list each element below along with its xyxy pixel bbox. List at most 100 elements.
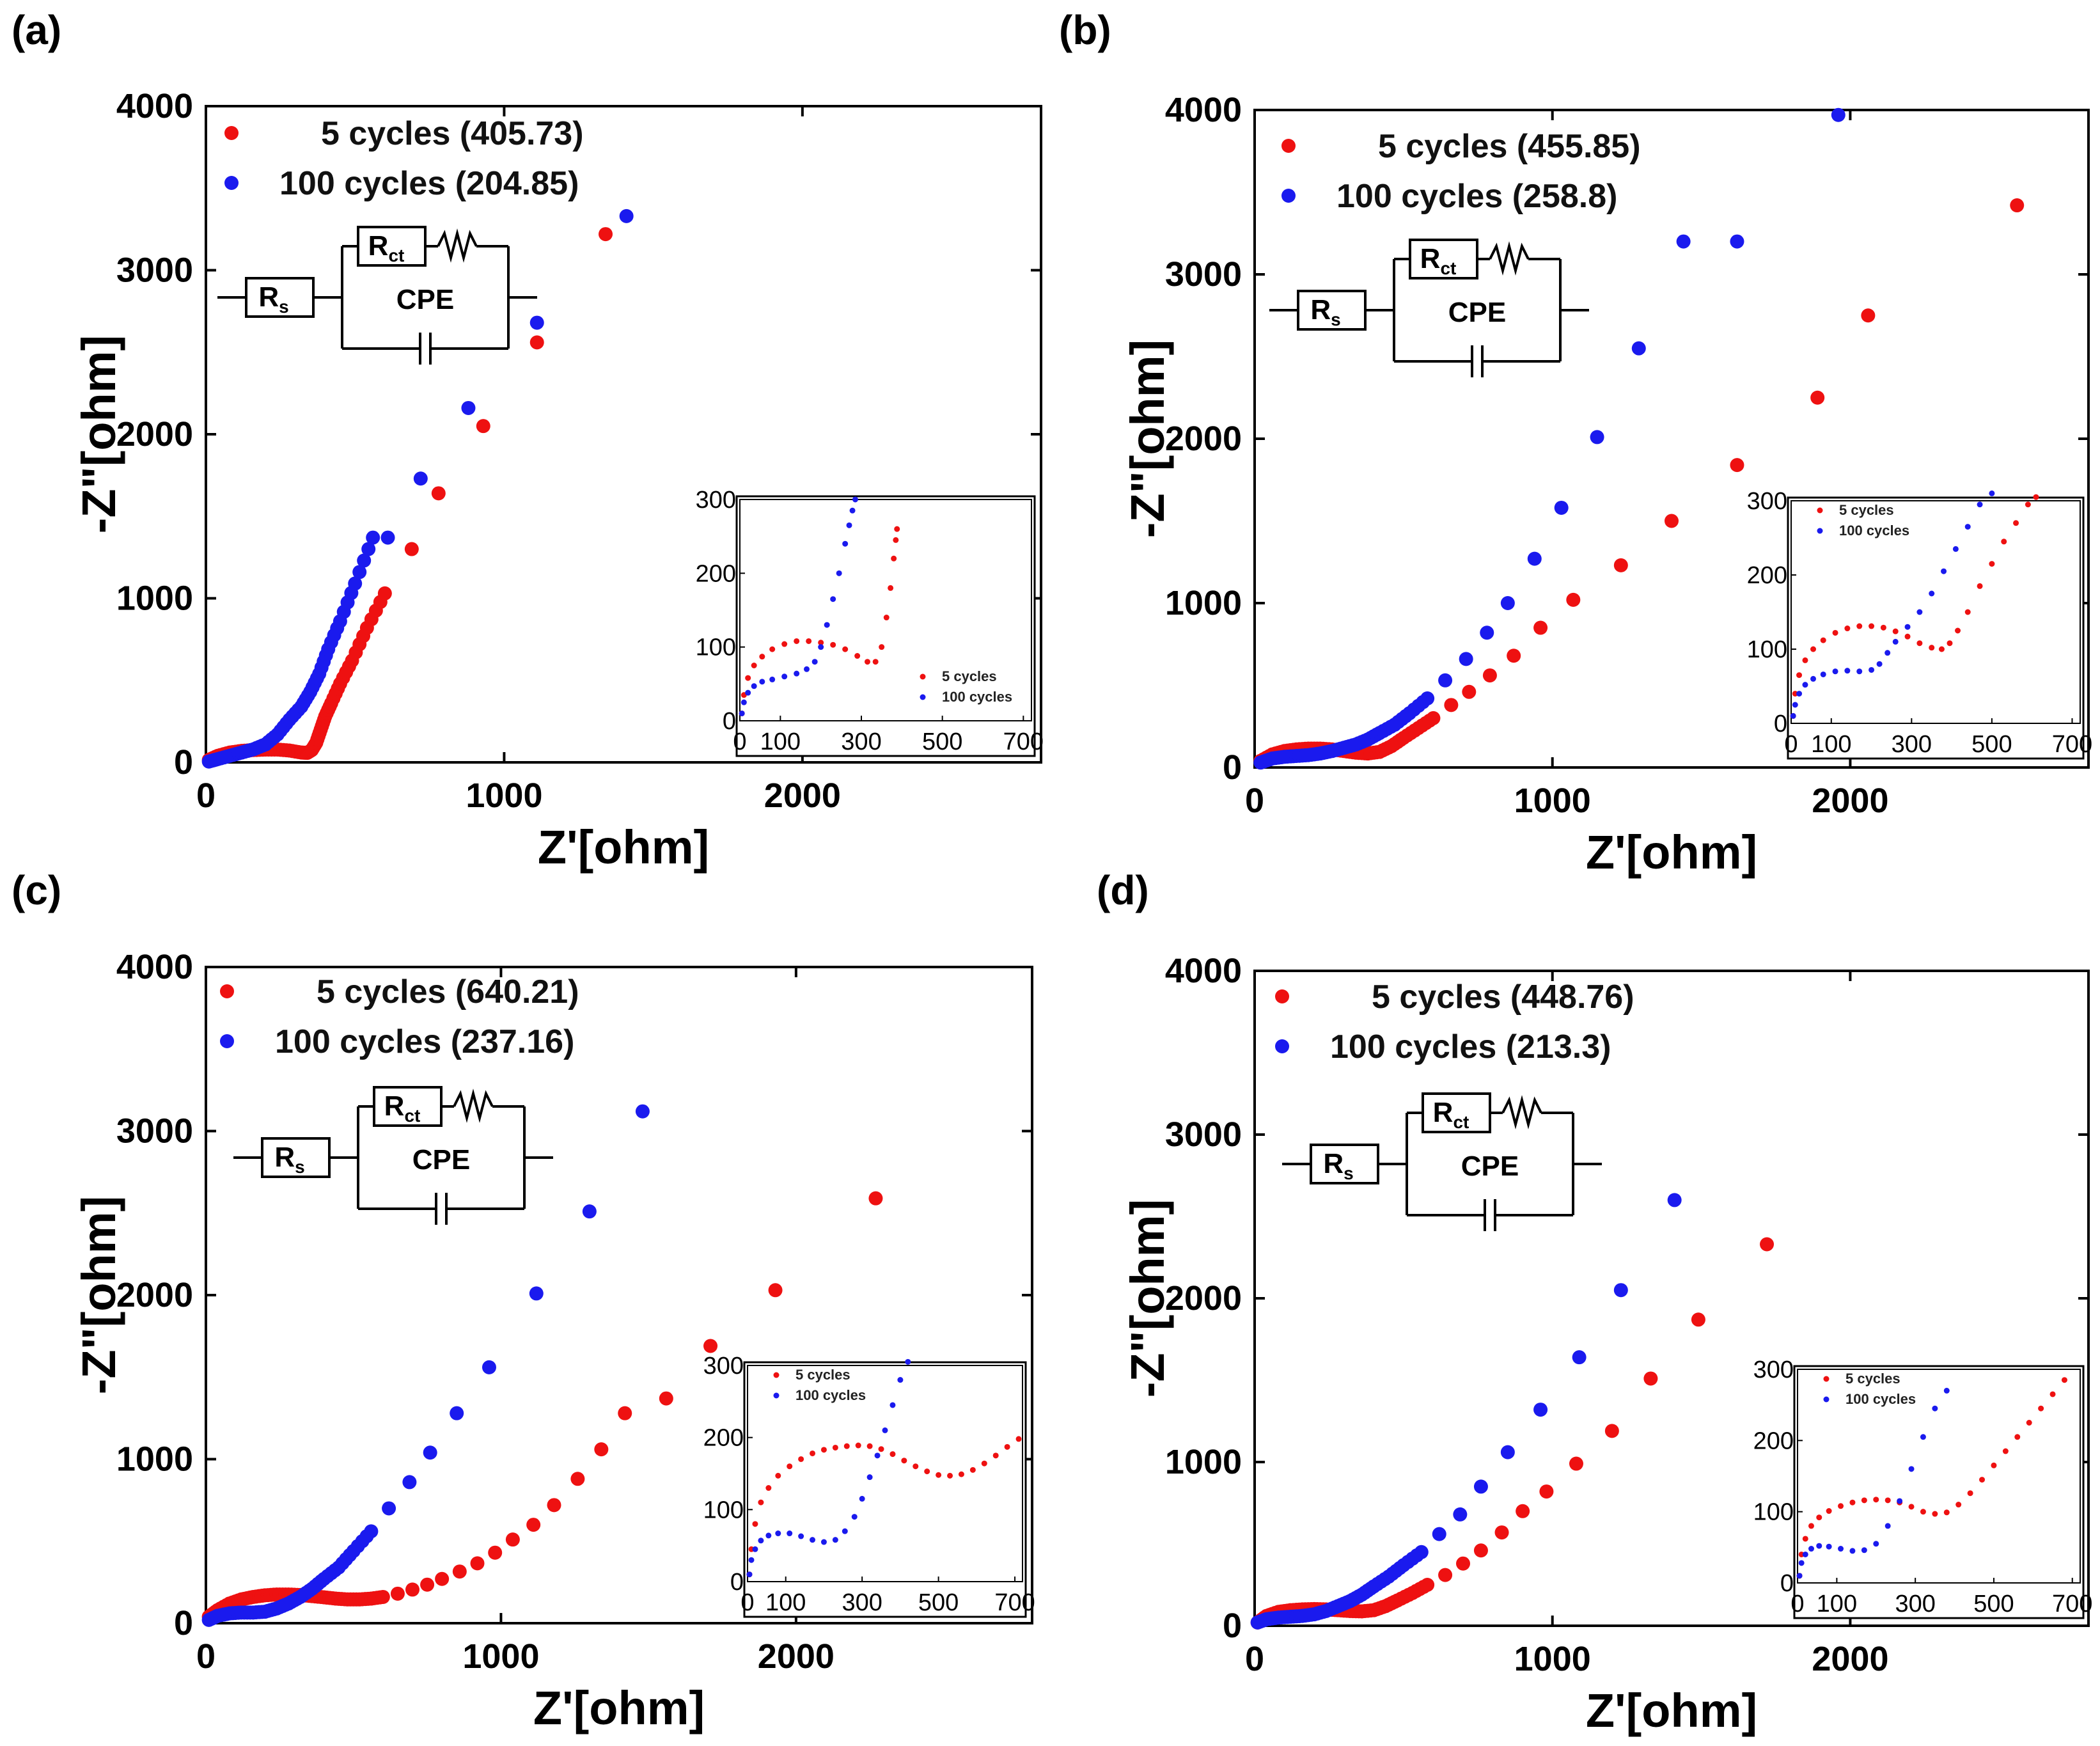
y-tick-label: 3000 [1165, 255, 1242, 294]
cpe-label: CPE [1448, 297, 1506, 328]
inset-data-point [1964, 609, 1971, 615]
series-blue [201, 208, 634, 769]
y-tick-label: 0 [174, 743, 193, 782]
x-tick-label: 2000 [1812, 782, 1888, 820]
inset-data-point [842, 646, 849, 652]
inset-data-point [1873, 1497, 1879, 1503]
inset-legend-marker [1817, 528, 1823, 534]
inset-data-point [806, 638, 812, 644]
inset-data-point [746, 1571, 753, 1578]
inset-legend-entry: 5 cycles [795, 1367, 850, 1383]
data-point [1665, 514, 1679, 528]
inset-data-point [852, 496, 858, 503]
inset-data-point [810, 1450, 816, 1456]
inset-x-tick-label: 100 [1817, 1591, 1857, 1617]
inset-legend-marker [920, 694, 926, 700]
data-point [1500, 1445, 1515, 1459]
y-tick-label: 4000 [116, 948, 193, 986]
data-point [1676, 234, 1691, 249]
inset-data-point [2002, 1448, 2009, 1454]
data-point [529, 315, 544, 330]
inset-data-point [1967, 1490, 1973, 1497]
inset-data-point [1802, 1536, 1808, 1542]
inset-data-point [1885, 650, 1891, 656]
inset-legend-entry: 100 cycles [1839, 523, 1909, 539]
inset-data-point [1820, 637, 1826, 643]
inset-data-point [1989, 561, 1995, 567]
inset-data-point [759, 679, 765, 685]
inset-data-point [1816, 1543, 1822, 1549]
chart-panel-2: 0 1000 200001000200030004000Z'[ohm]-Z"[ohm… [72, 948, 1035, 1734]
x-tick-label: 0 [196, 776, 215, 815]
inset-legend-marker [1823, 1376, 1830, 1382]
data-point [1631, 341, 1646, 356]
legend-entry: 5 cycles (455.85) [1378, 128, 1641, 165]
data-point [1831, 107, 1845, 122]
data-point [390, 1586, 405, 1601]
inset-data-point [781, 641, 788, 647]
inset-data-point [1849, 1548, 1856, 1554]
y-axis-label: -Z"[ohm] [72, 335, 125, 533]
inset-data-point [872, 659, 879, 665]
inset-data-point [1885, 1497, 1891, 1504]
inset-data-point [758, 1538, 764, 1544]
x-tick-label: 0 [1245, 782, 1264, 820]
inset-data-point [1808, 1523, 1814, 1529]
inset-data-point [1856, 623, 1863, 629]
inset-plot-area [747, 1365, 1023, 1582]
data-point [1473, 1479, 1488, 1494]
legend-marker [224, 176, 239, 190]
inset-data-point [992, 1452, 999, 1459]
inset-chart: 0 100 300 500 700 0 100 200 300 5 cycles 100 cycle… [1753, 1357, 2092, 1619]
inset-data-point [893, 537, 899, 543]
warburg-element [437, 228, 478, 263]
rct-label: Rct [368, 230, 405, 265]
inset-chart: 0 100 300 500 700 0 100 200 300 5 cycles 100 cycle… [1747, 488, 2092, 760]
legend-marker [220, 1034, 234, 1048]
inset-data-point [1938, 646, 1945, 652]
data-point [1533, 620, 1548, 635]
inset-series-blue [1790, 490, 1995, 719]
inset-x-tick-label: 300 [1895, 1591, 1935, 1617]
inset-x-tick-label: 100 [760, 728, 801, 755]
legend-entry: 5 cycles (405.73) [321, 115, 584, 152]
inset-data-point [1015, 1436, 1022, 1442]
inset-y-tick-label: 0 [1774, 711, 1787, 737]
inset-y-tick-label: 100 [696, 634, 736, 661]
x-tick-label: 0 [1245, 1640, 1264, 1678]
data-point [382, 1501, 396, 1516]
inset-data-point [832, 1444, 838, 1451]
y-tick-label: 4000 [1165, 91, 1242, 129]
data-point [1482, 668, 1497, 683]
inset-data-point [740, 699, 747, 705]
inset-series-red [746, 1436, 1022, 1578]
inset-data-point [859, 1495, 865, 1502]
data-point [402, 1475, 417, 1490]
data-point [366, 530, 380, 545]
inset-data-point [1808, 1546, 1814, 1552]
inset-data-point [1904, 633, 1911, 640]
y-tick-label: 1000 [116, 1440, 193, 1479]
inset-data-point [891, 555, 897, 562]
inset-data-point [751, 663, 757, 668]
inset-data-point [1826, 1543, 1832, 1550]
rct-label: Rct [1433, 1097, 1469, 1132]
inset-x-tick-label: 500 [1973, 1591, 2014, 1617]
data-point [619, 208, 634, 223]
inset-y-tick-label: 200 [696, 560, 736, 587]
inset-data-point [2038, 1405, 2044, 1412]
inset-series-blue [746, 1358, 911, 1578]
inset-data-point [854, 653, 861, 659]
inset-x-tick-label: 500 [922, 728, 962, 755]
x-tick-label: 1000 [1514, 1640, 1591, 1678]
inset-data-point [798, 1533, 804, 1539]
data-point [1426, 711, 1441, 725]
inset-plot-area [1790, 500, 2081, 724]
data-point [635, 1104, 650, 1119]
inset-data-point [958, 1471, 964, 1477]
x-axis-label: Z'[ohm] [538, 821, 709, 874]
data-point [1516, 1504, 1530, 1518]
rs-label: Rs [258, 281, 288, 317]
inset-data-point [851, 1514, 858, 1520]
